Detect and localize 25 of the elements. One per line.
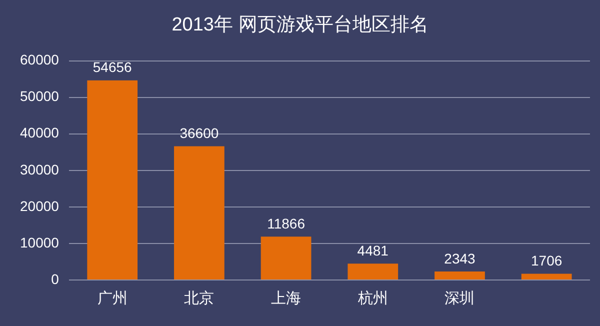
data-label: 2343	[444, 250, 476, 266]
chart-title: 2013年 网页游戏平台地区排名	[172, 14, 428, 36]
data-label: 36600	[180, 125, 219, 142]
y-tick-label: 30000	[20, 161, 60, 178]
bar	[87, 80, 138, 280]
y-tick-label: 60000	[20, 52, 60, 68]
bar	[348, 264, 398, 280]
data-label: 4481	[357, 242, 389, 258]
data-label: 54656	[92, 59, 132, 76]
x-tick-label: 广州	[97, 290, 128, 308]
data-label: 1706	[531, 252, 562, 269]
bar	[521, 274, 572, 280]
y-tick-label: 0	[51, 270, 60, 287]
data-label: 11866	[267, 216, 306, 232]
y-tick-label: 10000	[20, 234, 60, 250]
y-tick-label: 20000	[20, 198, 60, 214]
bar	[260, 236, 312, 280]
bar	[174, 146, 224, 280]
x-tick-label: 深圳	[444, 290, 475, 308]
x-tick-label: 杭州	[356, 290, 388, 308]
x-tick-label: 上海	[271, 290, 302, 308]
y-tick-label: 40000	[20, 124, 60, 141]
bar	[434, 271, 485, 280]
x-tick-label: 北京	[184, 290, 214, 308]
y-tick-label: 50000	[20, 88, 60, 104]
